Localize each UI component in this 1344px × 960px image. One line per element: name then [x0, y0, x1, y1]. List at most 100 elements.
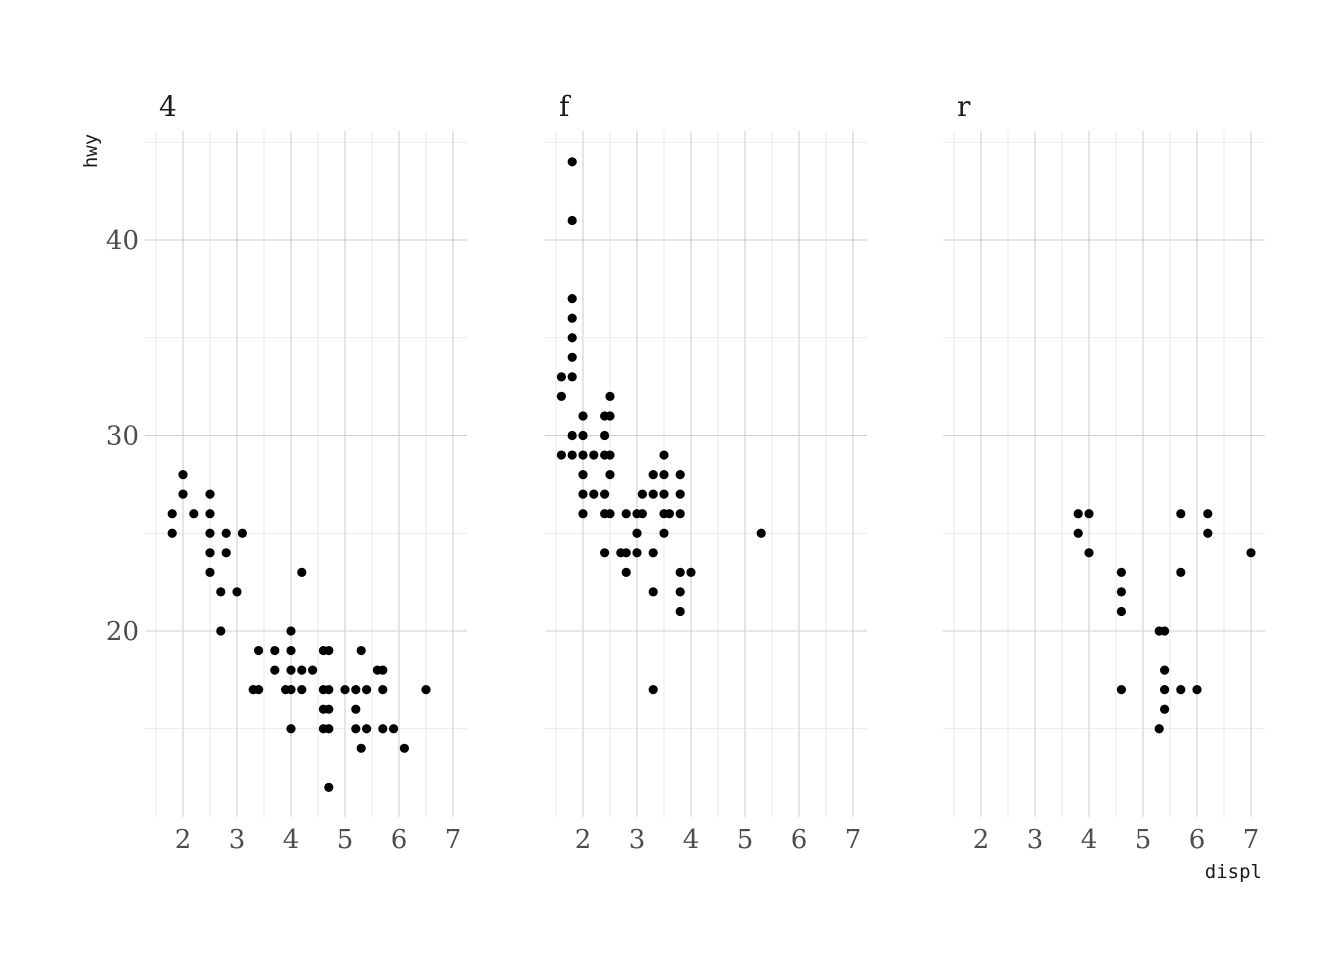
data-point — [567, 352, 577, 362]
data-point — [254, 685, 264, 695]
data-point — [340, 685, 350, 695]
x-tick-label: 7 — [1243, 825, 1260, 855]
data-point — [286, 645, 296, 656]
y-tick-label: 30 — [106, 422, 139, 452]
data-point — [178, 470, 188, 480]
data-point — [216, 626, 226, 636]
data-point — [686, 567, 696, 577]
x-tick-label: 2 — [575, 825, 592, 855]
data-point — [1160, 704, 1170, 714]
data-point — [1084, 509, 1094, 519]
facet-panel-r: r 2 3 4 5 6 7 — [943, 90, 1265, 855]
x-tick-label: 6 — [1189, 825, 1206, 855]
data-point — [632, 528, 642, 538]
data-point — [675, 567, 685, 577]
data-point — [205, 548, 215, 558]
data-point — [362, 724, 372, 734]
data-point — [600, 430, 610, 441]
data-point — [378, 665, 388, 675]
facet-strip-label: f — [559, 90, 572, 123]
data-point — [659, 489, 669, 499]
data-point — [578, 430, 588, 441]
data-point — [648, 489, 658, 499]
data-point — [605, 450, 615, 460]
data-point — [567, 157, 577, 167]
data-point — [254, 645, 264, 656]
data-point — [389, 724, 399, 734]
data-point — [324, 645, 334, 656]
data-point — [605, 470, 615, 480]
data-point — [421, 685, 431, 695]
facet-panel-4: 4 2 3 4 5 6 7 20 30 40 — [106, 90, 467, 855]
data-point — [637, 509, 648, 519]
data-point — [1176, 685, 1186, 695]
data-point — [297, 685, 307, 695]
facet-strip-label: 4 — [159, 90, 177, 123]
data-point — [605, 509, 615, 519]
x-tick-label: 4 — [283, 825, 300, 855]
data-point — [632, 548, 642, 558]
data-point — [399, 743, 409, 753]
data-point — [621, 567, 631, 577]
data-point — [205, 489, 215, 499]
data-point — [237, 528, 247, 538]
data-point — [756, 528, 766, 538]
data-point — [675, 489, 685, 499]
data-point — [1176, 567, 1186, 577]
data-point — [1176, 509, 1186, 519]
data-point — [1246, 548, 1256, 558]
facet-strip-label: r — [957, 90, 971, 123]
data-point — [1160, 665, 1170, 675]
data-point — [378, 724, 388, 734]
data-point — [1116, 567, 1126, 577]
data-point — [1160, 685, 1170, 695]
data-point — [556, 450, 567, 460]
data-point — [600, 489, 610, 499]
data-point — [167, 509, 177, 519]
data-point — [378, 685, 388, 695]
data-point — [589, 450, 599, 460]
data-point — [270, 645, 280, 656]
x-tick-label: 2 — [973, 825, 990, 855]
data-point — [648, 470, 658, 480]
data-point — [232, 587, 242, 597]
data-point — [578, 450, 588, 460]
data-point — [567, 372, 577, 382]
x-tick-label: 5 — [337, 825, 354, 855]
data-point — [286, 685, 296, 695]
data-point — [600, 548, 610, 558]
data-point — [1192, 685, 1202, 695]
x-tick-label: 5 — [1135, 825, 1152, 855]
data-point — [637, 489, 648, 499]
data-point — [578, 509, 588, 519]
data-point — [286, 626, 296, 636]
data-point — [675, 470, 685, 480]
data-point — [567, 294, 577, 304]
data-point — [659, 450, 669, 460]
data-point — [308, 665, 318, 675]
data-point — [659, 528, 669, 538]
data-point — [664, 509, 675, 519]
data-point — [1116, 685, 1126, 695]
data-point — [351, 685, 361, 695]
x-tick-label: 7 — [845, 825, 862, 855]
data-point — [286, 665, 296, 675]
y-tick-label: 40 — [106, 226, 139, 256]
data-point — [1116, 587, 1126, 597]
data-point — [356, 645, 366, 656]
data-point — [605, 391, 615, 401]
data-point — [1203, 509, 1213, 519]
data-point — [324, 724, 334, 734]
data-point — [221, 548, 231, 558]
data-point — [648, 685, 658, 695]
data-point — [324, 685, 334, 695]
data-point — [578, 489, 588, 499]
data-point — [1084, 548, 1094, 558]
data-point — [621, 548, 631, 558]
x-tick-label: 3 — [229, 825, 246, 855]
data-point — [675, 587, 685, 597]
data-point — [567, 333, 577, 343]
data-point — [297, 665, 307, 675]
data-point — [567, 313, 577, 323]
